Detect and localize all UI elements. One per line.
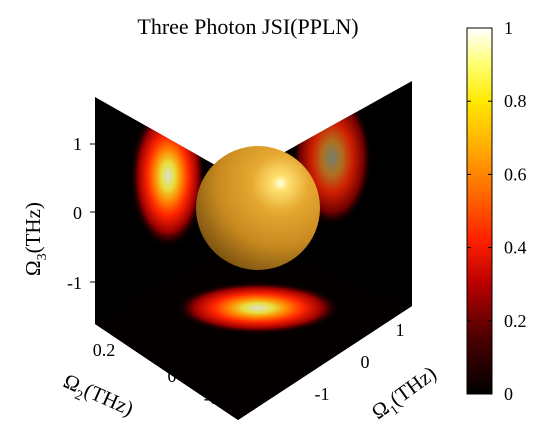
left-wall-projection <box>130 104 206 248</box>
colorbar-tick-label: 0.4 <box>504 238 527 258</box>
y-tick-label: 0 <box>168 366 177 386</box>
chart-title: Three Photon JSI(PPLN) <box>137 14 358 39</box>
floor-projection <box>176 282 340 334</box>
x-tick-label: 0 <box>361 352 370 372</box>
x-tick-label: -1 <box>315 384 330 404</box>
x-axis-unit: (THz) <box>385 361 441 411</box>
z-tick-label: -1 <box>67 273 82 293</box>
z-axis-subscript: 3 <box>35 253 50 260</box>
z-axis-symbol: Ω <box>21 260 45 276</box>
z-axis-unit: (THz) <box>21 202 45 253</box>
x-axis-label: Ω1(THz) <box>367 361 444 428</box>
colorbar: 1 0.8 0.6 0.4 0.2 0 <box>466 18 527 404</box>
z-tick-label: 0 <box>73 203 82 223</box>
y-axis-label: Ω2(THz) <box>58 369 137 426</box>
y-tick-label: -0.2 <box>204 388 233 408</box>
colorbar-gradient <box>466 27 493 395</box>
z-axis: 1 0 -1 Ω3(THz) <box>21 134 95 293</box>
sphere-isosurface <box>196 146 320 270</box>
y-axis-unit: (THz) <box>81 378 138 421</box>
z-axis-label: Ω3(THz) <box>21 202 50 276</box>
z-tick-label: 1 <box>73 134 82 154</box>
x-tick-label: 1 <box>396 320 405 340</box>
y-tick-label: 0.2 <box>93 340 116 360</box>
colorbar-tick-label: 0.2 <box>504 311 527 331</box>
colorbar-tick-label: 0.6 <box>504 164 527 184</box>
colorbar-tick-label: 1 <box>504 18 513 38</box>
colorbar-tick-label: 0 <box>504 384 513 404</box>
colorbar-tick-label: 0.8 <box>504 91 527 111</box>
